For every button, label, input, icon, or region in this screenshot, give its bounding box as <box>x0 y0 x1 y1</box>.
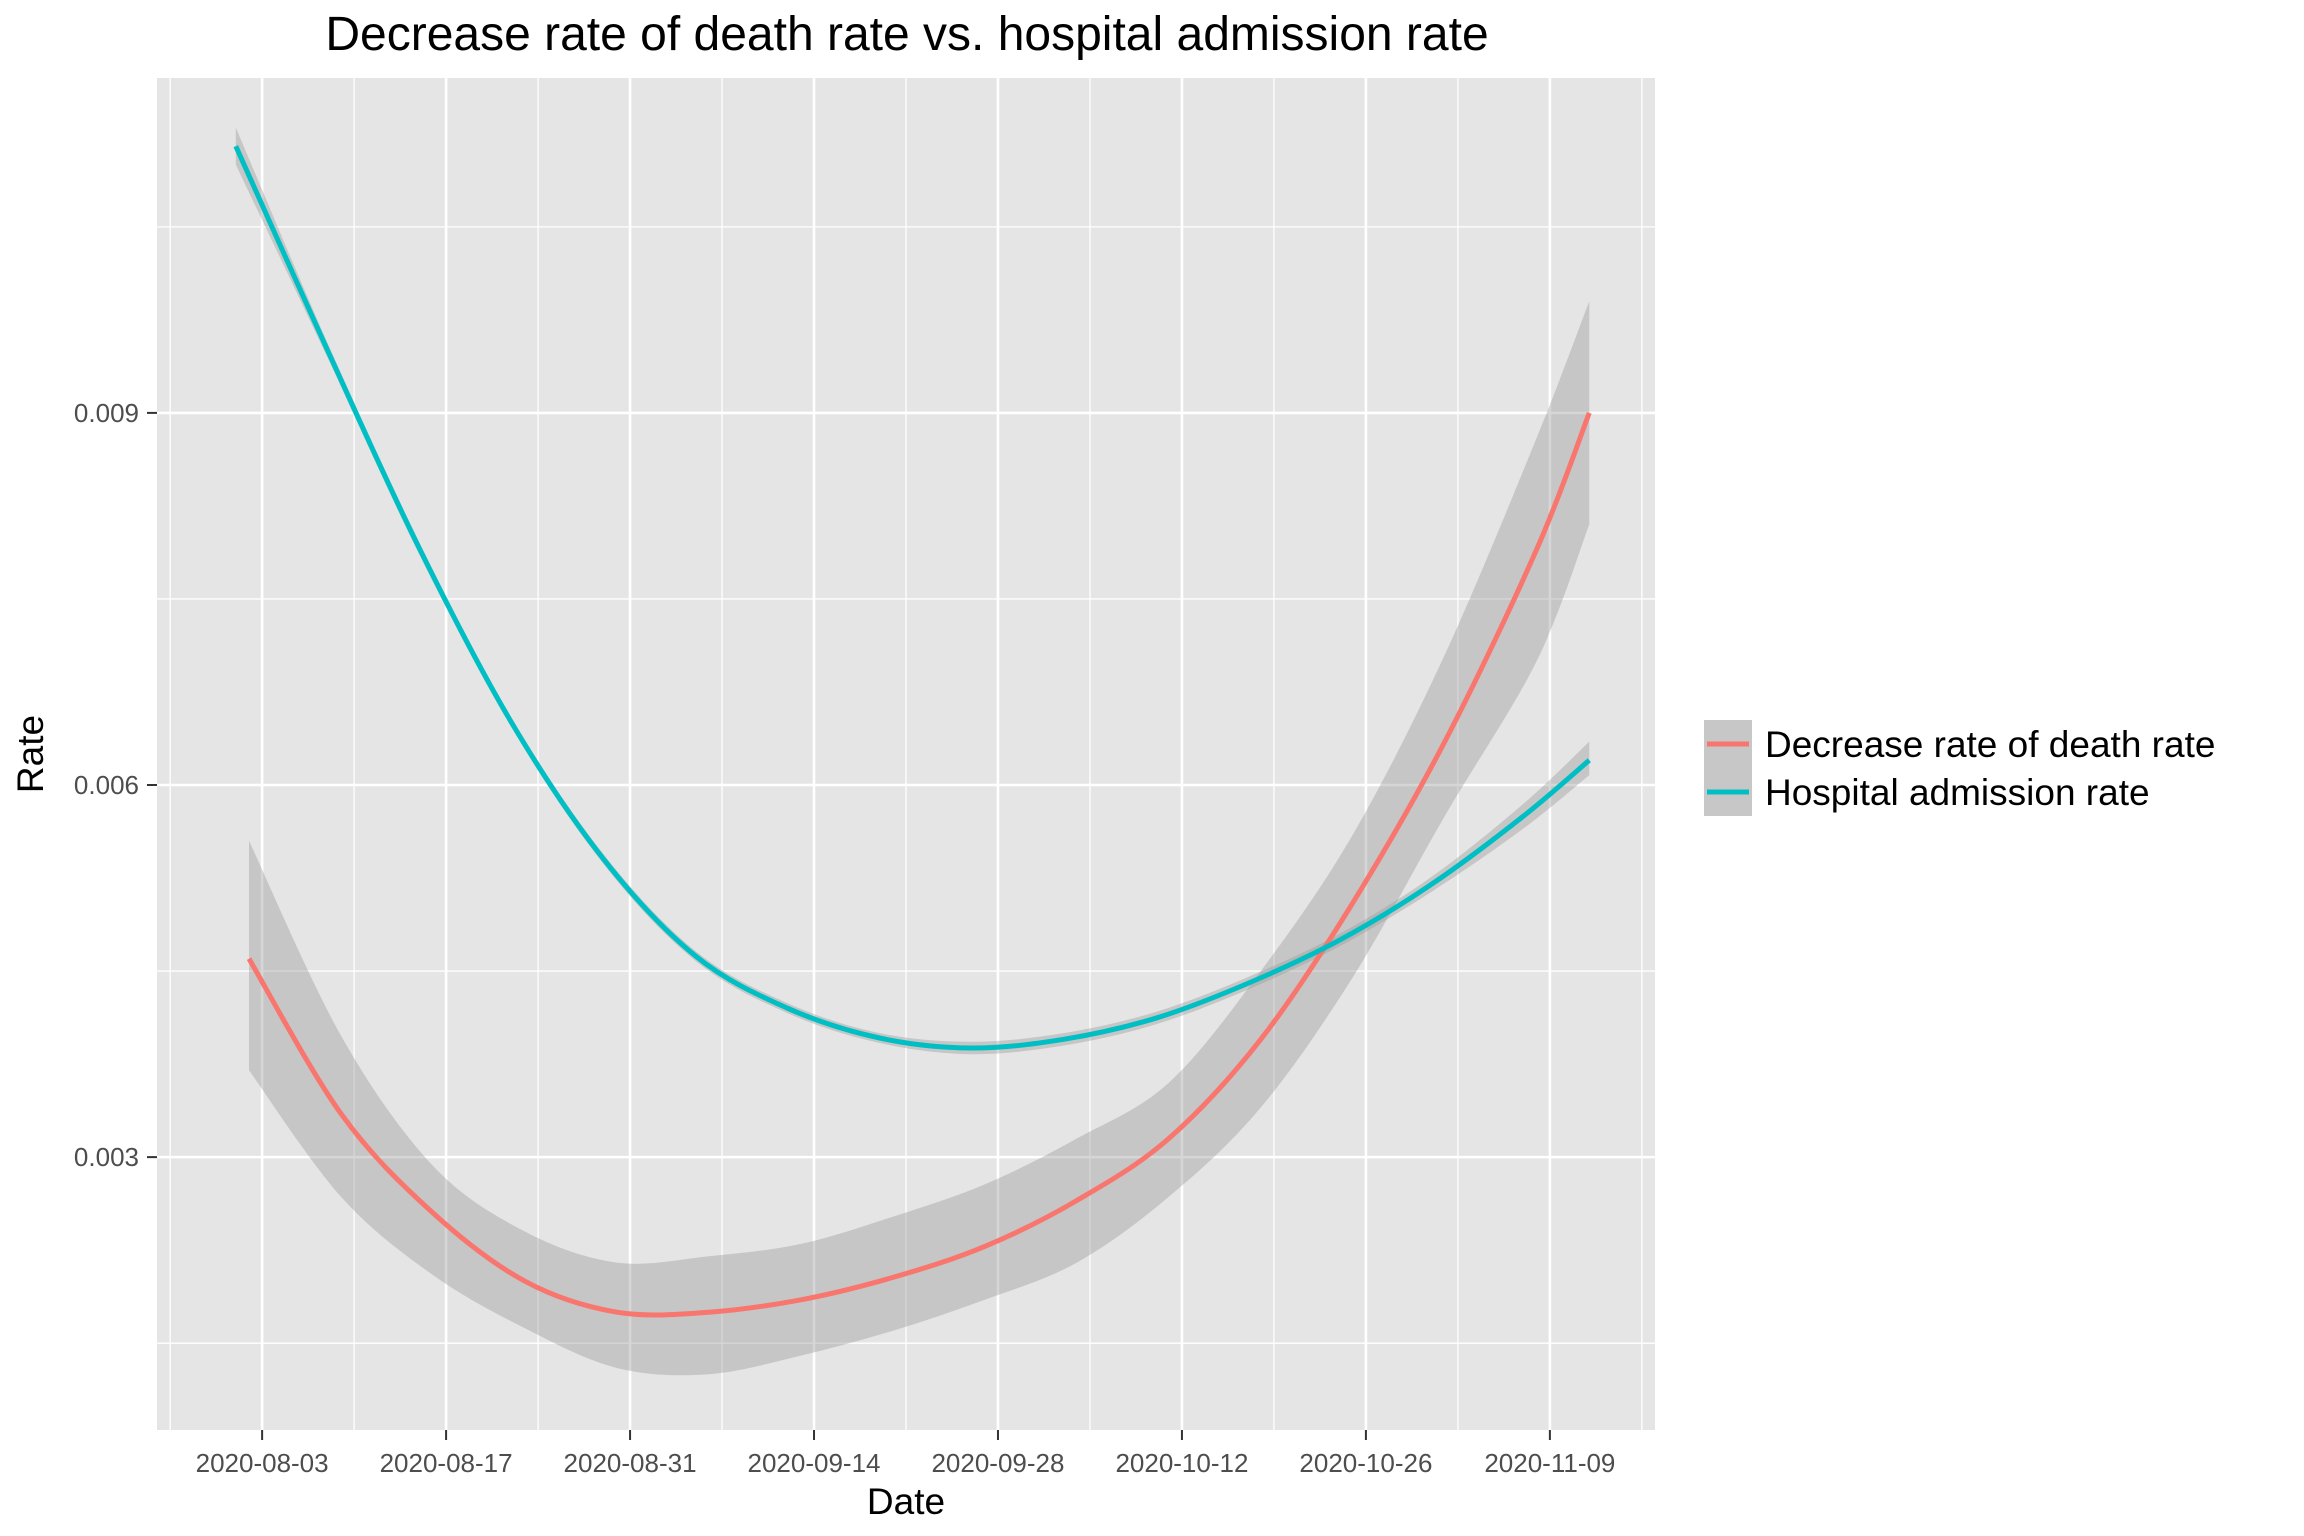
legend-label: Hospital admission rate <box>1765 772 2150 813</box>
ribbon-series-1 <box>249 301 1590 1376</box>
x-tick-label: 2020-11-09 <box>1484 1448 1615 1478</box>
legend: Decrease rate of death rate Hospital admi… <box>1704 720 2215 816</box>
x-tick-label: 2020-10-12 <box>1115 1448 1248 1478</box>
y-axis: 0.003 0.006 0.009 <box>74 398 157 1172</box>
series-lines <box>233 145 1592 1318</box>
y-tick-label: 0.006 <box>74 770 139 800</box>
y-tick-label: 0.009 <box>74 398 139 428</box>
x-tick-label: 2020-09-28 <box>931 1448 1064 1478</box>
x-tick-label: 2020-08-31 <box>564 1448 697 1478</box>
x-tick-label: 2020-08-03 <box>196 1448 329 1478</box>
x-axis: 2020-08-03 2020-08-17 2020-08-31 2020-09-14… <box>196 1430 1615 1478</box>
x-tick-label: 2020-10-26 <box>1299 1448 1432 1478</box>
major-gridlines <box>157 78 1655 1430</box>
minor-gridlines <box>157 78 1655 1430</box>
line-series-2 <box>233 145 1591 1051</box>
x-axis-title: Date <box>867 1481 945 1522</box>
x-tick-label: 2020-08-17 <box>380 1448 513 1478</box>
line-series-1 <box>246 411 1592 1318</box>
legend-label: Decrease rate of death rate <box>1765 724 2215 765</box>
y-tick-label: 0.003 <box>74 1142 139 1172</box>
chart-title: Decrease rate of death rate vs. hospital… <box>325 8 1488 61</box>
y-axis-title: Rate <box>10 715 51 793</box>
x-tick-label: 2020-09-14 <box>748 1448 881 1478</box>
